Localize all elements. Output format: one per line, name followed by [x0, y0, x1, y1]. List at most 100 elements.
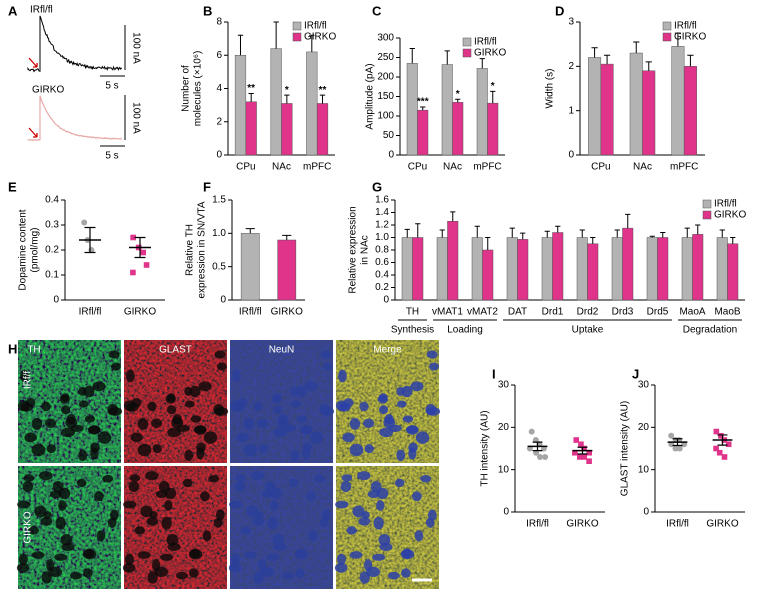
y-axis-label: expression in SN/VTA — [197, 201, 208, 298]
cell — [160, 553, 174, 561]
cell — [401, 385, 413, 398]
x-tick-label: vMAT2 — [467, 307, 498, 318]
bar — [471, 237, 483, 301]
x-tick-label: Drd3 — [612, 307, 634, 318]
cell — [230, 553, 240, 566]
scale-y-label: 100 nA — [130, 32, 141, 64]
data-point — [725, 441, 732, 448]
y-axis-label: TH intensity (AU) — [480, 410, 491, 486]
x-tick-label: GIRKO — [271, 307, 303, 318]
y-axis-label: in NAc — [360, 235, 371, 264]
data-point — [532, 437, 539, 444]
y-tick-label: 4 — [216, 83, 222, 94]
data-point — [143, 262, 150, 268]
error-bar — [649, 235, 655, 238]
y-tick-label: 0 — [503, 507, 509, 518]
cell — [306, 491, 316, 502]
cell — [290, 449, 300, 462]
cell — [296, 415, 308, 423]
bar — [447, 221, 459, 301]
error-bar — [450, 211, 456, 222]
cell — [189, 385, 201, 398]
cell — [124, 553, 134, 566]
trace-label: IRfl/fl — [30, 5, 53, 16]
cell — [237, 398, 248, 408]
cell — [302, 442, 312, 453]
x-tick-label: CPu — [408, 162, 427, 173]
channel-label: GLAST — [159, 345, 192, 356]
significance: *** — [417, 97, 429, 108]
error-bar — [603, 54, 611, 65]
cell — [146, 516, 159, 526]
cell — [320, 350, 332, 359]
x-tick-label: GIRKO — [124, 307, 156, 318]
panel-letter: D — [555, 3, 564, 18]
cell — [257, 418, 269, 429]
significance: * — [456, 89, 460, 100]
y-tick-label: 200 — [377, 72, 394, 83]
cell — [364, 444, 374, 454]
cells — [334, 471, 437, 584]
data-point — [716, 449, 723, 456]
data-point — [578, 441, 584, 448]
bar — [417, 109, 429, 156]
cell — [31, 417, 43, 430]
cell — [198, 381, 212, 392]
y-tick-label: 0.4 — [375, 270, 389, 281]
cells — [228, 471, 331, 584]
x-tick-label: NAc — [633, 162, 652, 173]
y-tick-label: 50 — [383, 130, 395, 141]
cell — [270, 500, 279, 511]
error-bar — [695, 224, 701, 235]
channel-label: TH — [27, 345, 40, 356]
cell — [379, 542, 393, 551]
legend-label: GIRKO — [304, 32, 336, 43]
data-point — [713, 428, 720, 435]
cell — [83, 385, 95, 398]
y-tick-label: 0.2 — [45, 245, 59, 256]
cell — [182, 478, 193, 488]
cell — [396, 400, 407, 408]
cell — [376, 500, 385, 511]
y-tick-label: 0.2 — [375, 282, 389, 293]
x-tick-label: IRfl/fl — [526, 519, 549, 530]
data-point — [81, 219, 88, 226]
bar — [476, 68, 488, 156]
error-bar — [645, 61, 652, 71]
error-bar — [455, 98, 461, 103]
y-tick-label: 2 — [216, 116, 222, 127]
error-bar — [273, 21, 279, 49]
y-tick-label: 10 — [498, 464, 510, 475]
cell — [108, 407, 123, 416]
panel-letter: I — [492, 366, 496, 381]
y-tick-label: 1 — [568, 105, 574, 116]
cell — [278, 413, 288, 425]
cell — [122, 563, 136, 573]
cell — [364, 558, 373, 572]
cell — [415, 431, 430, 444]
error-bar — [730, 237, 736, 244]
cell — [410, 381, 424, 392]
cell — [295, 568, 305, 578]
bar — [441, 64, 453, 156]
cell — [20, 369, 29, 383]
cell — [304, 381, 318, 392]
y-tick-label: 1.2 — [375, 220, 389, 231]
bar — [600, 63, 614, 156]
cell — [246, 505, 259, 518]
error-bar — [474, 225, 480, 238]
cell — [402, 415, 414, 423]
legend-label: GIRKO — [714, 210, 746, 221]
data-point — [577, 454, 583, 460]
cells — [335, 350, 441, 462]
y-tick-label: 0.4 — [45, 195, 59, 206]
bar — [657, 237, 669, 301]
cell — [214, 407, 229, 416]
cell — [17, 500, 31, 509]
cell — [76, 478, 87, 488]
x-tick-label: IRfl/fl — [666, 519, 689, 530]
bar — [277, 239, 297, 301]
cell — [320, 407, 335, 416]
channel-label: NeuN — [269, 345, 295, 356]
y-tick-label: 1.5 — [212, 195, 226, 206]
